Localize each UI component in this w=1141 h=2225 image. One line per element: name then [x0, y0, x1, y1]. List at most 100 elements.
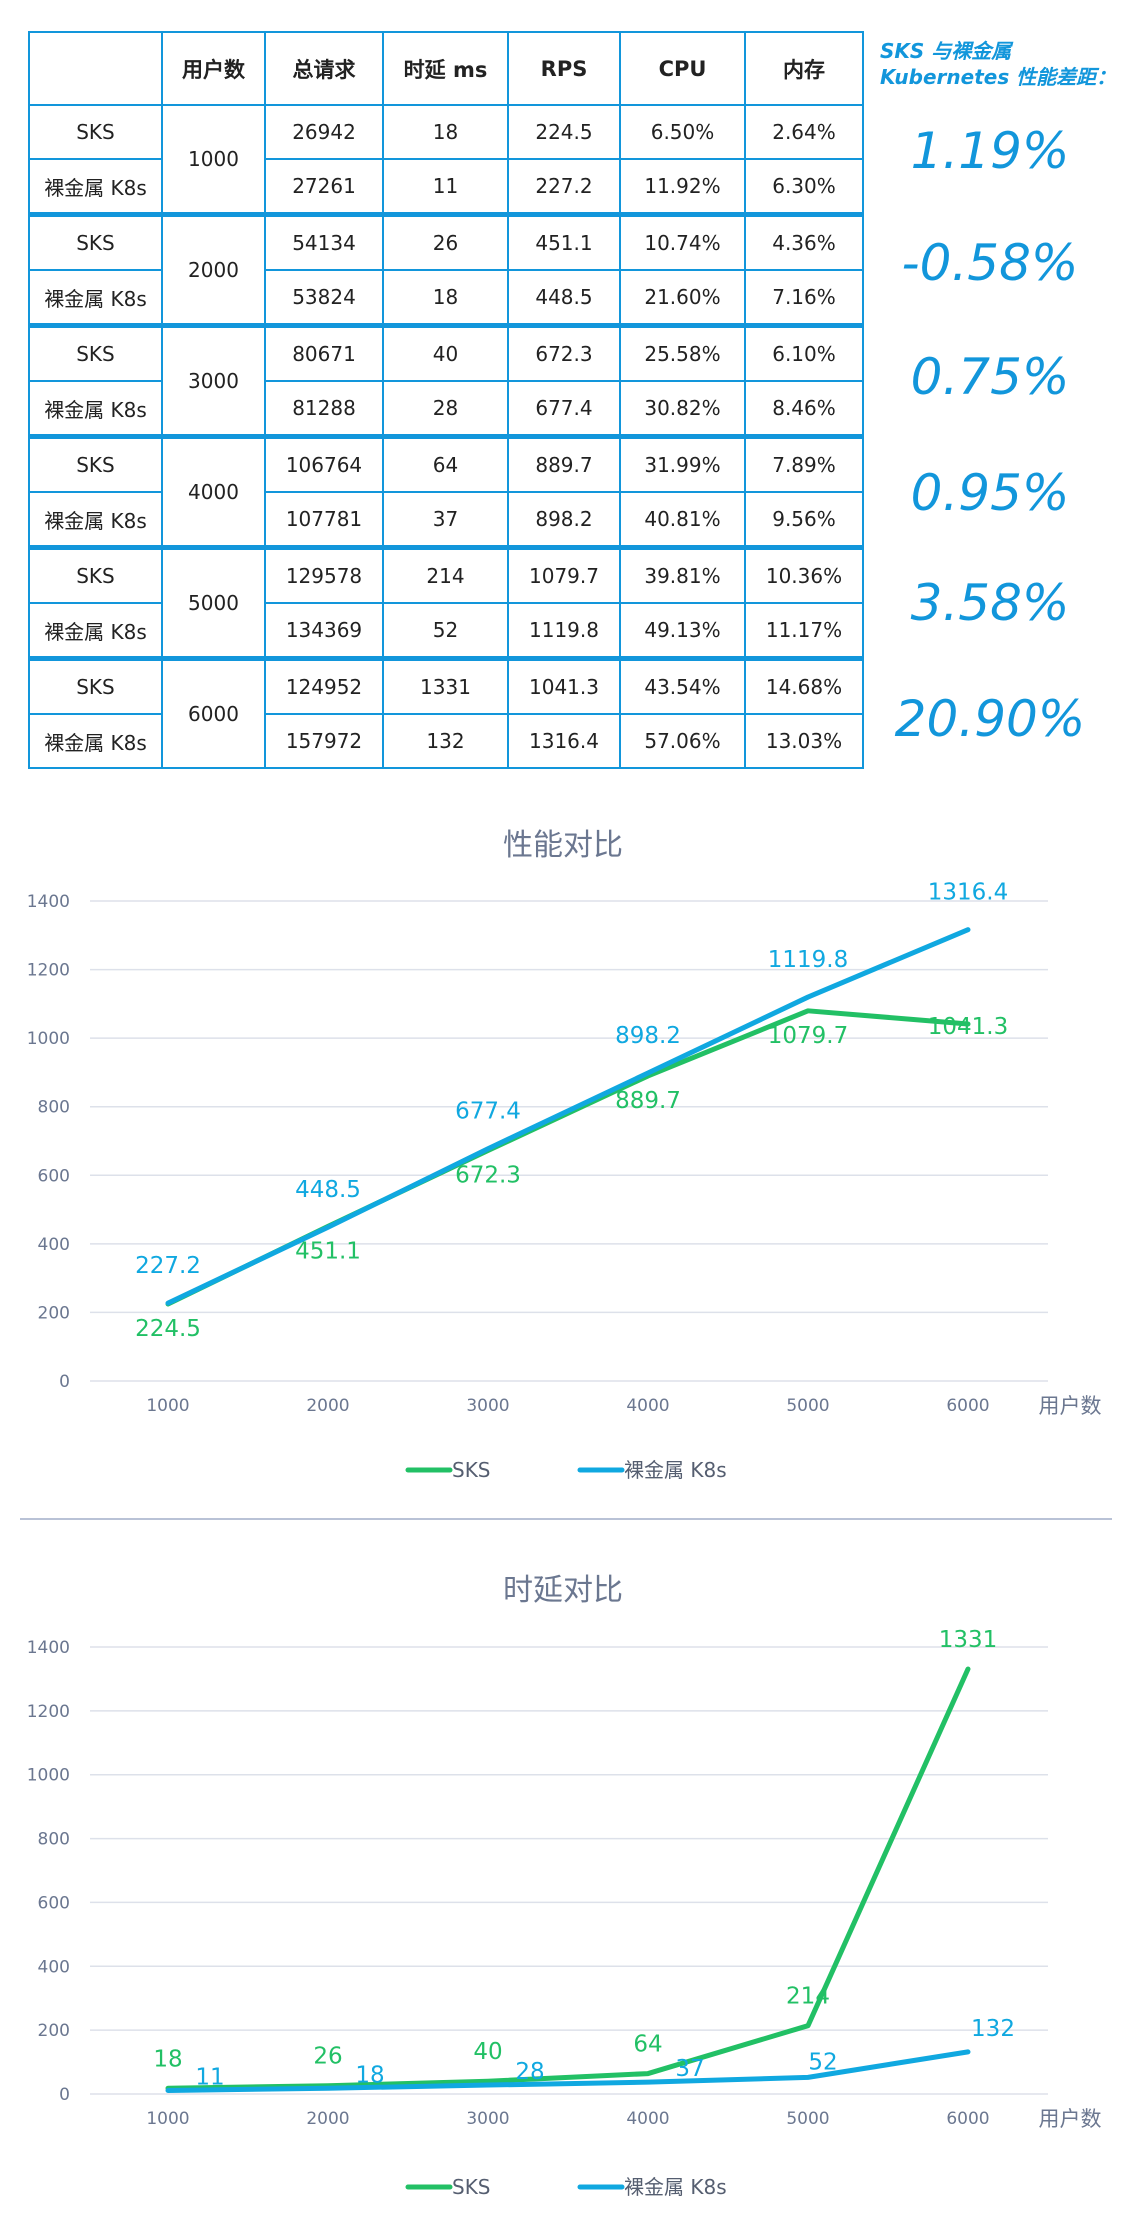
y-tick-label: 400: [38, 1235, 70, 1255]
cell-rps: 448.5: [507, 269, 621, 327]
x-tick-label: 3000: [466, 2109, 509, 2129]
diff-value: 20.90%: [894, 690, 1086, 748]
header-cell-rps: RPS: [507, 31, 621, 106]
cell-users: 3000: [161, 323, 266, 438]
data-label: 448.5: [295, 1177, 361, 1203]
cell-latency: 132: [382, 713, 509, 769]
diff-value: -0.58%: [901, 234, 1079, 292]
y-tick-label: 0: [59, 1372, 70, 1392]
cell-mem: 13.03%: [744, 713, 864, 769]
data-label: 1331: [939, 1627, 998, 1653]
cell-rps: 1119.8: [507, 602, 621, 660]
cell-requests: 107781: [264, 491, 384, 549]
cell-mem: 8.46%: [744, 380, 864, 438]
header-cell-mem: 内存: [744, 31, 864, 106]
y-tick-label: 1400: [27, 892, 70, 912]
x-tick-label: 4000: [626, 1396, 669, 1416]
cell-name: 裸金属 K8s: [28, 380, 163, 438]
latency-chart: 时延对比 0 200 400 600 800 1000 1200 1400 1000 2000 300…: [27, 1573, 1102, 2199]
series-line-k8s: [165, 927, 971, 1306]
cell-requests: 134369: [264, 602, 384, 660]
cell-latency: 28: [382, 380, 509, 438]
data-label: 214: [786, 1984, 830, 2010]
cell-rps: 227.2: [507, 158, 621, 216]
cell-name: 裸金属 K8s: [28, 491, 163, 549]
cell-requests: 54134: [264, 212, 384, 271]
table-row: SKS 4000 106764 64 889.7 31.99% 7.89%: [28, 434, 864, 549]
cell-cpu: 30.82%: [619, 380, 746, 438]
cell-users: 6000: [161, 656, 266, 769]
data-label: 672.3: [455, 1162, 521, 1188]
cell-requests: 80671: [264, 323, 384, 382]
chart-title: 性能对比: [503, 828, 623, 863]
cell-latency: 52: [382, 602, 509, 660]
x-tick-label: 1000: [146, 2109, 189, 2129]
cell-rps: 1041.3: [507, 656, 621, 715]
table-row: 裸金属 K8s 53824 18 448.5 21.60% 7.16%: [28, 269, 864, 327]
cell-rps: 224.5: [507, 104, 621, 160]
cell-rps: 898.2: [507, 491, 621, 549]
cell-cpu: 57.06%: [619, 713, 746, 769]
y-tick-label: 600: [38, 1893, 70, 1913]
y-tick-label: 200: [38, 2021, 70, 2041]
cell-latency: 64: [382, 434, 509, 493]
diff-title: SKS 与裸金属 Kubernetes 性能差距：: [880, 38, 1130, 90]
y-tick-label: 200: [38, 1303, 70, 1323]
cell-users: 2000: [161, 212, 266, 327]
cell-cpu: 49.13%: [619, 602, 746, 660]
cell-latency: 18: [382, 104, 509, 160]
x-tick-label: 2000: [306, 2109, 349, 2129]
cell-mem: 6.10%: [744, 323, 864, 382]
table-row: SKS 6000 124952 1331 1041.3 43.54% 14.68%: [28, 656, 864, 769]
x-axis-label: 用户数: [1039, 1394, 1102, 1418]
chart-title: 时延对比: [503, 1573, 623, 1608]
cell-name: 裸金属 K8s: [28, 713, 163, 769]
diff-value: 0.75%: [910, 348, 1070, 406]
data-label: 26: [313, 2044, 342, 2070]
cell-mem: 7.16%: [744, 269, 864, 327]
cell-rps: 451.1: [507, 212, 621, 271]
header-cell-cpu: CPU: [619, 31, 746, 106]
y-tick-label: 1000: [27, 1029, 70, 1049]
legend-label: 裸金属 K8s: [624, 1458, 727, 1482]
cell-cpu: 40.81%: [619, 491, 746, 549]
x-tick-label: 2000: [306, 1396, 349, 1416]
legend-label: SKS: [452, 1458, 491, 1482]
cell-requests: 26942: [264, 104, 384, 160]
series-line-sks: [165, 1666, 971, 2091]
x-axis-label: 用户数: [1039, 2107, 1102, 2131]
y-tick-label: 800: [38, 1830, 70, 1850]
cell-requests: 157972: [264, 713, 384, 769]
data-label: 40: [473, 2039, 502, 2065]
y-tick-label: 0: [59, 2085, 70, 2105]
performance-chart: 性能对比 0 200 400 600 800 1000 1200 1400 1000 2000 300…: [27, 828, 1102, 1482]
data-label: 64: [633, 2032, 662, 2058]
cell-rps: 1316.4: [507, 713, 621, 769]
table-row: SKS 3000 80671 40 672.3 25.58% 6.10%: [28, 323, 864, 438]
data-label: 1316.4: [928, 880, 1008, 906]
cell-requests: 129578: [264, 545, 384, 604]
cell-mem: 9.56%: [744, 491, 864, 549]
table-row: SKS 2000 54134 26 451.1 10.74% 4.36%: [28, 212, 864, 327]
cell-cpu: 25.58%: [619, 323, 746, 382]
y-tick-label: 1200: [27, 1702, 70, 1722]
cell-latency: 37: [382, 491, 509, 549]
section-divider: [20, 1518, 1112, 1520]
diff-value: 1.19%: [910, 122, 1070, 180]
data-label: 898.2: [615, 1023, 681, 1049]
data-label: 1119.8: [768, 947, 848, 973]
x-tick-label: 3000: [466, 1396, 509, 1416]
cell-name: SKS: [28, 104, 163, 160]
legend-label: 裸金属 K8s: [624, 2175, 727, 2199]
data-label: 37: [675, 2056, 704, 2082]
cell-latency: 11: [382, 158, 509, 216]
performance-table: 用户数 总请求 时延 ms RPS CPU 内存 SKS 1000 26942 18 2…: [28, 31, 864, 769]
cell-mem: 6.30%: [744, 158, 864, 216]
cell-rps: 677.4: [507, 380, 621, 438]
cell-mem: 4.36%: [744, 212, 864, 271]
data-label: 677.4: [455, 1099, 521, 1125]
cell-name: 裸金属 K8s: [28, 602, 163, 660]
cell-requests: 106764: [264, 434, 384, 493]
y-tick-label: 600: [38, 1166, 70, 1186]
diff-value: 3.58%: [910, 574, 1070, 632]
